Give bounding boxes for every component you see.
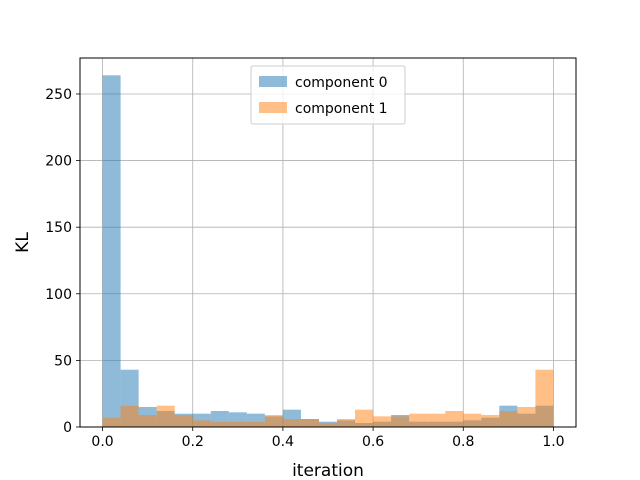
x-tick-label-0: 0.0 — [91, 434, 113, 450]
bar-series-1-bin-10 — [282, 419, 301, 427]
bar-series-1-bin-9 — [264, 415, 283, 427]
bar-series-1-bin-16 — [391, 416, 410, 427]
legend-swatch-0 — [259, 76, 287, 87]
y-tick-label-1: 50 — [54, 353, 72, 369]
y-tick-label-0: 0 — [63, 420, 72, 436]
bar-series-1-bin-11 — [300, 419, 319, 427]
bar-series-0-bin-0 — [102, 75, 121, 427]
bar-series-1-bin-18 — [427, 413, 446, 427]
bar-series-1-bin-12 — [318, 423, 338, 427]
y-tick-label-4: 200 — [45, 154, 72, 170]
y-axis-ticks: 0 50 100 150 200 250 — [45, 87, 80, 436]
bar-series-1-bin-2 — [138, 415, 157, 427]
y-tick-label-5: 250 — [45, 87, 72, 103]
bar-series-1-bin-1 — [120, 405, 139, 427]
bar-series-1-bin-6 — [210, 421, 229, 427]
bar-series-1-bin-22 — [499, 411, 518, 427]
bar-series-1-bin-15 — [373, 416, 392, 427]
x-tick-label-3: 0.6 — [362, 434, 384, 450]
x-tick-label-2: 0.4 — [272, 434, 294, 450]
x-axis-ticks: 0.0 0.2 0.4 0.6 0.8 1.0 — [91, 427, 565, 450]
bar-series-1-bin-23 — [517, 407, 536, 427]
bar-series-1-bin-20 — [463, 413, 482, 427]
x-tick-label-5: 1.0 — [542, 434, 564, 450]
x-tick-label-4: 0.8 — [452, 434, 474, 450]
bar-series-1-bin-7 — [228, 421, 247, 427]
bar-series-1-bin-3 — [156, 405, 175, 427]
bar-series-1-bin-8 — [246, 421, 265, 427]
bar-series-1-bin-13 — [337, 419, 356, 427]
legend: component 0 component 1 — [250, 65, 406, 125]
x-tick-label-1: 0.2 — [182, 434, 204, 450]
plot-frame — [79, 57, 577, 428]
x-axis-label: iteration — [292, 461, 364, 480]
y-tick-label-2: 100 — [45, 287, 72, 303]
legend-label-1: component 1 — [295, 101, 388, 117]
bar-series-1-bin-19 — [445, 411, 464, 427]
bar-series-1-bin-14 — [355, 409, 374, 427]
bar-series-1-bin-17 — [409, 413, 428, 427]
bar-series-1-bin-4 — [174, 415, 193, 427]
y-axis-label: KL — [13, 232, 33, 253]
series-1 — [102, 369, 554, 427]
bar-series-1-bin-0 — [102, 417, 121, 427]
histogram-bars — [102, 75, 554, 427]
bar-series-1-bin-24 — [535, 369, 554, 427]
legend-box — [250, 65, 406, 125]
bar-series-1-bin-21 — [481, 415, 500, 427]
legend-label-0: component 0 — [295, 75, 388, 91]
y-tick-label-3: 150 — [45, 220, 72, 236]
legend-swatch-1 — [259, 102, 287, 113]
bar-series-1-bin-5 — [192, 420, 211, 427]
